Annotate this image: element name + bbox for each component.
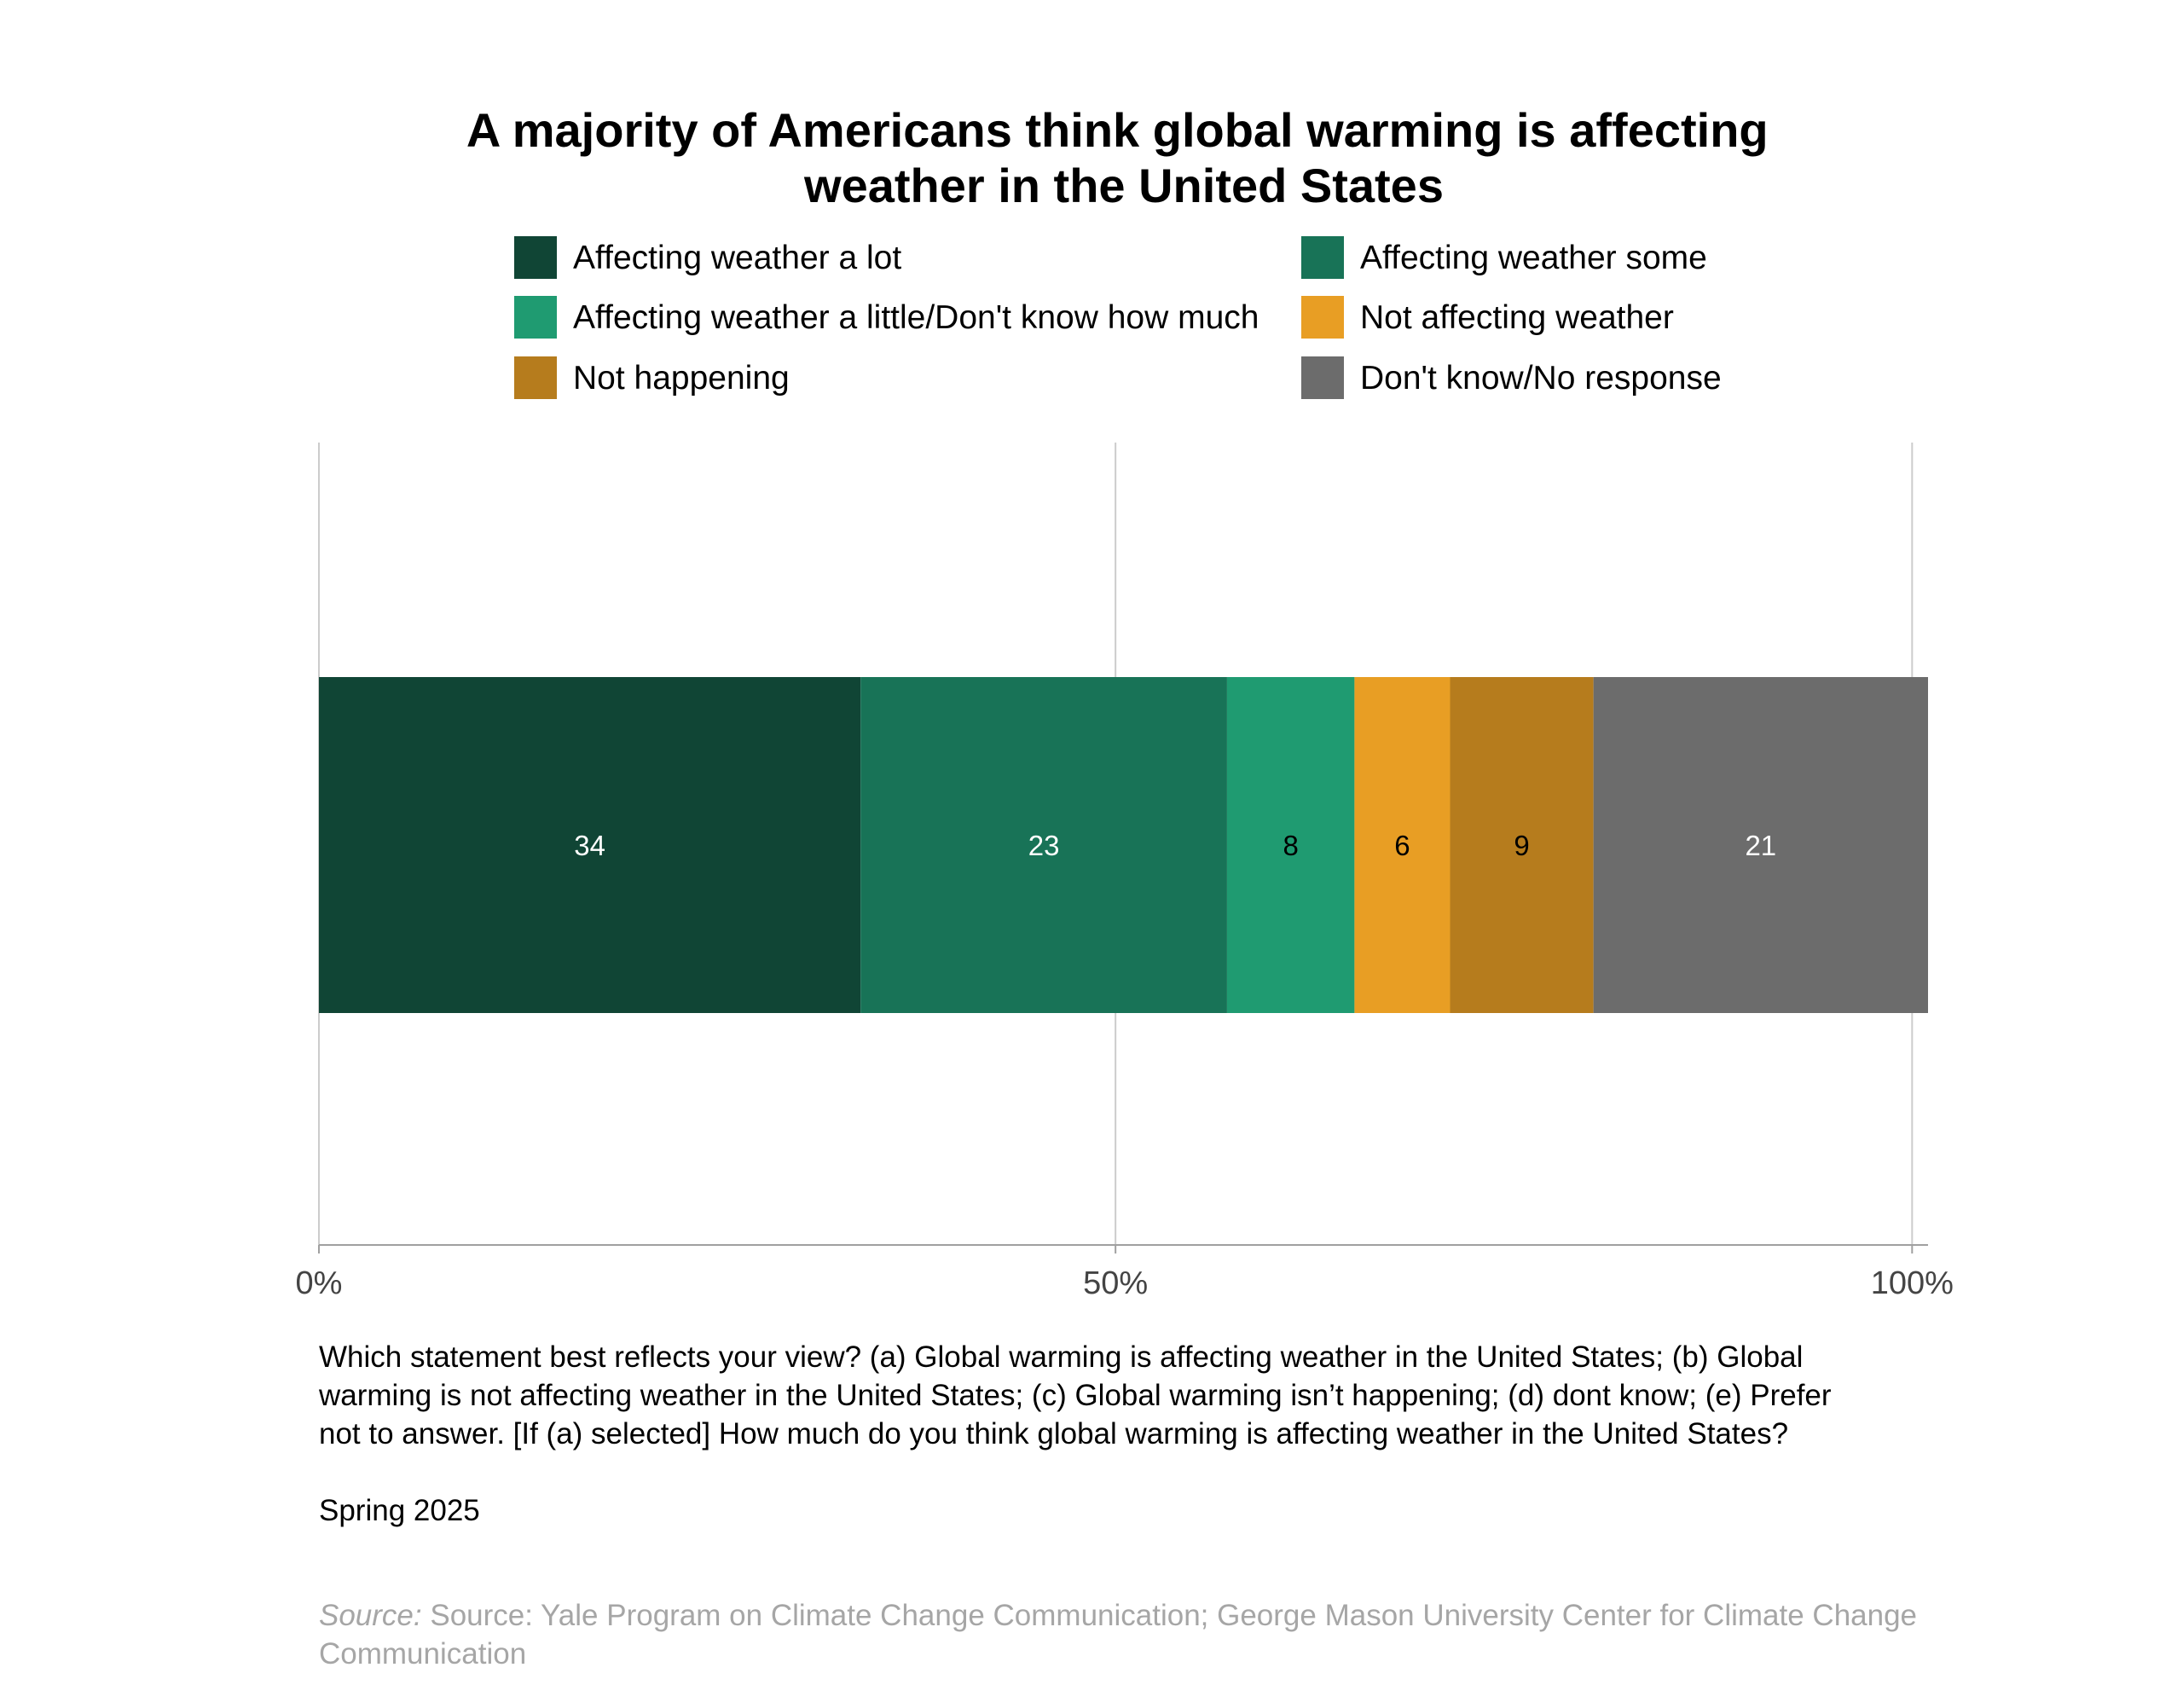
legend-label: Don't know/No response (1360, 360, 1722, 397)
x-tick-label-50: 50% (1083, 1265, 1148, 1301)
legend-item-affecting-weather-a-little-don-t-know-how-much: Affecting weather a little/Don't know ho… (514, 296, 1259, 339)
source-note: Source: Source: Yale Program on Climate … (319, 1599, 1925, 1670)
legend: Affecting weather a lot Affecting weather… (514, 236, 1722, 399)
legend-item-not-affecting-weather: Not affecting weather (1301, 296, 1674, 339)
bar-segments (319, 677, 1928, 1013)
legend-swatch (1301, 236, 1344, 279)
bar-segment-affecting-weather-some (860, 677, 1227, 1013)
chart-title: A majority of Americans think global war… (466, 103, 1781, 212)
legend-item-affecting-weather-some: Affecting weather some (1301, 236, 1707, 279)
chart-title-line-2: weather in the United States (803, 159, 1444, 212)
question-note: Which statement best reflects your view?… (318, 1340, 1839, 1450)
legend-label: Affecting weather a little/Don't know ho… (573, 299, 1259, 336)
source-prefix: Source: (319, 1599, 422, 1632)
question-note-line-2: warming is not affecting weather in the … (318, 1379, 1832, 1412)
legend-label: Affecting weather a lot (573, 240, 901, 276)
legend-item-don-t-know-no-response: Don't know/No response (1301, 356, 1722, 399)
question-note-line-1: Which statement best reflects your view?… (319, 1340, 1803, 1374)
chart-title-line-1: A majority of Americans think global war… (466, 103, 1769, 157)
source-line-2: Communication (319, 1637, 526, 1670)
bar-label-affecting-weather-a-lot: 34 (574, 830, 605, 861)
legend-swatch (1301, 296, 1344, 339)
legend-swatch (514, 356, 557, 399)
bar-label-don-t-know-no-response: 21 (1745, 830, 1776, 861)
legend-swatch (1301, 356, 1344, 399)
legend-label: Not happening (573, 360, 790, 397)
bar-label-not-happening: 9 (1514, 830, 1529, 861)
source-line-1: Source: Yale Program on Climate Change C… (422, 1599, 1917, 1632)
x-axis: 0% 50% 100% (296, 1244, 1954, 1301)
bar-label-not-affecting-weather: 6 (1394, 830, 1410, 861)
legend-item-affecting-weather-a-lot: Affecting weather a lot (514, 236, 901, 279)
legend-swatch (514, 236, 557, 279)
bar-label-affecting-weather-some: 23 (1028, 830, 1060, 861)
question-note-line-3: not to answer. [If (a) selected] How muc… (319, 1417, 1788, 1450)
legend-swatch (514, 296, 557, 339)
bar-segment-not-happening (1450, 677, 1594, 1013)
legend-label: Not affecting weather (1360, 299, 1674, 336)
x-tick-label-0: 0% (296, 1265, 343, 1301)
bar-label-affecting-weather-a-little-don-t-know-how-much: 8 (1283, 830, 1298, 861)
survey-period: Spring 2025 (319, 1494, 480, 1527)
x-tick-label-100: 100% (1871, 1265, 1954, 1301)
bar-value-labels: 34 23 8 6 9 21 (574, 830, 1776, 861)
legend-item-not-happening: Not happening (514, 356, 790, 399)
bar-segment-affecting-weather-a-little-don-t-know-how-much (1226, 677, 1355, 1013)
bar-segment-not-affecting-weather (1354, 677, 1451, 1013)
bar-segment-don-t-know-no-response (1593, 677, 1928, 1013)
legend-label: Affecting weather some (1360, 240, 1707, 276)
bar-segment-affecting-weather-a-lot (319, 677, 861, 1013)
